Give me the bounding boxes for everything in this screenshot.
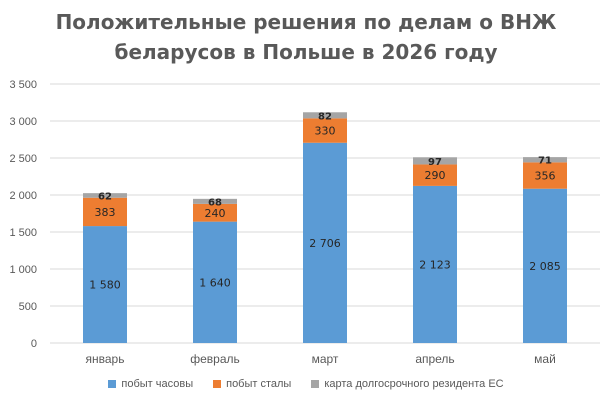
data-label: 71 [538, 156, 552, 167]
bar-segment [413, 157, 457, 165]
data-label: 2 123 [419, 258, 451, 271]
bar-segment [303, 112, 347, 119]
bar-segment [303, 118, 347, 143]
data-label: 330 [315, 125, 336, 138]
bar-segment [83, 197, 127, 227]
legend-swatch-permanent [213, 380, 222, 388]
y-tick-label: 0 [31, 338, 37, 350]
data-label: 1 640 [199, 276, 231, 289]
y-tick-label: 2 500 [9, 153, 37, 165]
bar-segment [413, 185, 457, 343]
legend-item-permanent: побыт сталы [213, 378, 291, 390]
x-category-label: февраль [190, 352, 240, 366]
data-label: 240 [205, 207, 226, 220]
data-label: 1 580 [89, 279, 121, 292]
data-label: 68 [208, 197, 222, 208]
x-category-label: май [534, 352, 556, 366]
y-tick-label: 1 000 [9, 264, 37, 276]
bar-segment [523, 162, 567, 189]
data-label: 97 [428, 157, 442, 168]
x-category-label: апрель [415, 352, 454, 366]
x-category-label: март [312, 352, 339, 366]
y-tick-label: 1 500 [9, 227, 37, 239]
y-tick-label: 500 [19, 301, 37, 313]
legend-item-eu-resident: карта долгосрочного резидента ЕС [311, 378, 504, 390]
data-label: 290 [425, 169, 446, 182]
data-label: 2 085 [529, 260, 561, 273]
bar-segment [193, 198, 237, 204]
data-label: 82 [318, 111, 332, 122]
chart-title-line-2: беларусов в Польше в 2026 году [114, 40, 498, 64]
x-category-label: январь [86, 352, 125, 366]
legend-swatch-temporary [108, 380, 117, 388]
legend-label-eu-resident: карта долгосрочного резидента ЕС [324, 378, 504, 390]
bar-segment [83, 226, 127, 343]
chart-title-line-1: Положительные решения по делам о ВНЖ [55, 10, 557, 34]
y-tick-label: 2 000 [9, 190, 37, 202]
bar-segment [523, 188, 567, 343]
legend: побыт часовы побыт сталы карта долгосроч… [0, 378, 612, 390]
y-tick-label: 3 000 [9, 116, 37, 128]
y-tick-label: 3 500 [9, 79, 37, 91]
data-label: 383 [95, 206, 116, 219]
bar-segment [523, 157, 567, 163]
bar-segment [193, 203, 237, 222]
bar-segment [83, 193, 127, 198]
legend-item-temporary: побыт часовы [108, 378, 193, 390]
legend-swatch-eu-resident [311, 380, 320, 388]
bar-segment [303, 142, 347, 343]
data-label: 2 706 [309, 237, 341, 250]
legend-label-permanent: побыт сталы [226, 378, 292, 390]
legend-label-temporary: побыт часовы [121, 378, 194, 390]
bar-segment [413, 164, 457, 186]
data-label: 356 [535, 170, 556, 183]
data-label: 62 [98, 191, 112, 202]
bar-segment [193, 221, 237, 343]
